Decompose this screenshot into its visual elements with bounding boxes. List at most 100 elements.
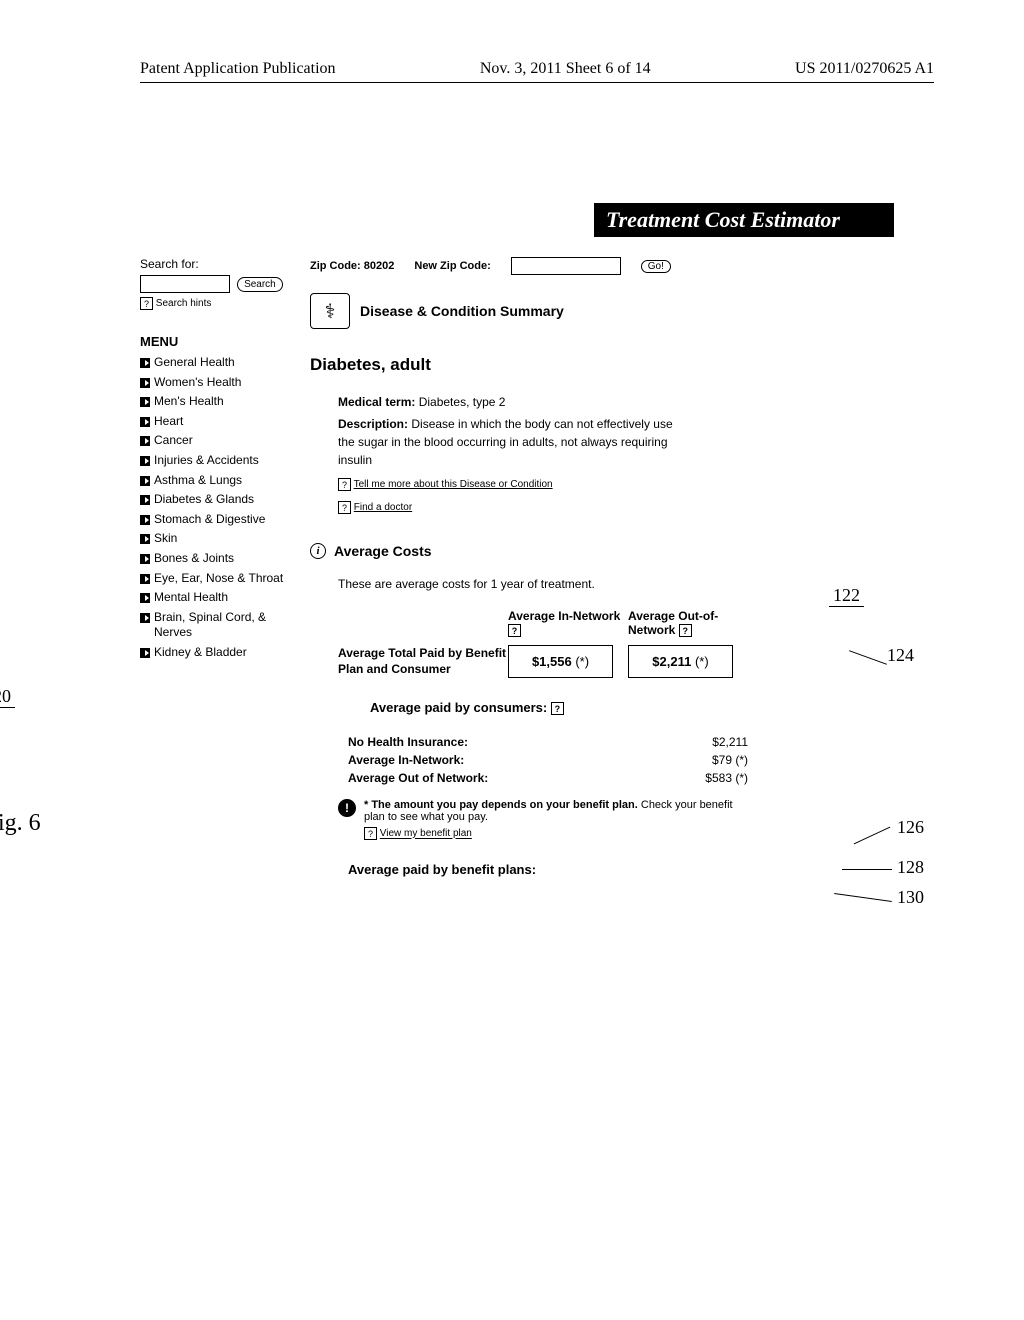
consumer-row: No Health Insurance: $2,211	[348, 735, 748, 749]
condition-title: Diabetes, adult	[310, 355, 934, 375]
expand-icon	[140, 436, 150, 446]
expand-icon	[140, 574, 150, 584]
help-icon[interactable]: ?	[140, 297, 153, 310]
note-block: ! * The amount you pay depends on your b…	[310, 799, 740, 823]
summary-row: ⚕ Disease & Condition Summary	[310, 293, 934, 329]
sidebar-item[interactable]: Stomach & Digestive	[140, 510, 290, 530]
search-for-label: Search for:	[140, 257, 290, 271]
sidebar-item[interactable]: Heart	[140, 412, 290, 432]
avg-costs-header: i Average Costs	[310, 543, 934, 559]
search-input[interactable]	[140, 275, 230, 293]
sidebar-item[interactable]: Asthma & Lungs	[140, 471, 290, 491]
consumer-row-label: Average Out of Network:	[348, 771, 488, 785]
annotation-line	[834, 893, 892, 902]
sidebar-item-label: Asthma & Lungs	[154, 473, 242, 489]
sidebar-item-label: Injuries & Accidents	[154, 453, 259, 469]
cost-row-label: Average Total Paid by Benefit Plan and C…	[338, 646, 508, 677]
go-button[interactable]: Go!	[641, 260, 671, 273]
annotation-126: 126	[897, 817, 924, 838]
sidebar-item-label: Cancer	[154, 433, 193, 449]
consumer-row: Average Out of Network: $583 (*)	[348, 771, 748, 785]
consumer-rows: No Health Insurance: $2,211 Average In-Net…	[310, 735, 934, 785]
help-icon[interactable]: ?	[551, 702, 564, 715]
expand-icon	[140, 515, 150, 525]
caduceus-icon: ⚕	[310, 293, 350, 329]
zip-label: Zip Code:	[310, 260, 361, 272]
help-icon[interactable]: ?	[508, 624, 521, 637]
cost-table: Average In-Network ? Average Out-of-Netw…	[310, 609, 934, 678]
sidebar-item-label: Diabetes & Glands	[154, 492, 254, 508]
expand-icon	[140, 378, 150, 388]
annotation-120: 120	[0, 686, 15, 708]
tell-me-more-link[interactable]: Tell me more about this Disease or Condi…	[354, 479, 553, 490]
sidebar-item[interactable]: Men's Health	[140, 392, 290, 412]
sidebar-item[interactable]: Mental Health	[140, 588, 290, 608]
summary-title: Disease & Condition Summary	[360, 303, 564, 319]
cost-in-value: $1,556	[532, 654, 572, 669]
help-icon[interactable]: ?	[338, 501, 351, 514]
sidebar-item[interactable]: Skin	[140, 529, 290, 549]
cost-out-network-cell: $2,211 (*)	[628, 645, 733, 678]
help-icon[interactable]: ?	[364, 827, 377, 840]
cost-in-network-cell: $1,556 (*)	[508, 645, 613, 678]
annotation-130: 130	[897, 887, 924, 908]
view-plan-row: ? View my benefit plan	[310, 827, 934, 840]
sidebar-item-label: Bones & Joints	[154, 551, 234, 567]
sidebar-item-label: Mental Health	[154, 590, 228, 606]
col-out-network: Average Out-of-Network	[628, 609, 718, 637]
patent-header-center: Nov. 3, 2011 Sheet 6 of 14	[480, 60, 651, 78]
consumer-row-label: No Health Insurance:	[348, 735, 468, 749]
patent-header-left: Patent Application Publication	[140, 60, 336, 78]
menu-title: MENU	[140, 334, 290, 349]
new-zip-input[interactable]	[511, 257, 621, 275]
consumer-row-value: $583 (*)	[705, 771, 748, 785]
sidebar-item[interactable]: Women's Health	[140, 373, 290, 393]
expand-icon	[140, 593, 150, 603]
search-hints-row: ? Search hints	[140, 297, 290, 310]
sidebar-item[interactable]: Brain, Spinal Cord, & Nerves	[140, 608, 290, 643]
view-benefit-plan-link[interactable]: View my benefit plan	[380, 829, 472, 840]
note-bold: * The amount you pay depends on your ben…	[364, 799, 638, 811]
detail-block: Medical term: Diabetes, type 2 Descripti…	[310, 393, 690, 515]
annotation-124: 124	[887, 645, 914, 666]
expand-icon	[140, 476, 150, 486]
main-content: Zip Code: 80202 New Zip Code: Go! ⚕ Dise…	[310, 257, 934, 877]
expand-icon	[140, 613, 150, 623]
sidebar-item-label: Women's Health	[154, 375, 241, 391]
expand-icon	[140, 534, 150, 544]
patent-header: Patent Application Publication Nov. 3, 2…	[140, 60, 934, 83]
sidebar-item[interactable]: Kidney & Bladder	[140, 643, 290, 663]
expand-icon	[140, 554, 150, 564]
avg-costs-title: Average Costs	[334, 543, 432, 559]
find-doctor-link[interactable]: Find a doctor	[354, 502, 412, 513]
help-icon[interactable]: ?	[338, 478, 351, 491]
expand-icon	[140, 417, 150, 427]
col-in-network: Average In-Network	[508, 609, 620, 623]
menu-list: General Health Women's HealthMen's Health…	[140, 353, 290, 663]
expand-icon	[140, 456, 150, 466]
sidebar-item-label: Skin	[154, 531, 177, 547]
sidebar-item[interactable]: Diabetes & Glands	[140, 490, 290, 510]
sidebar-item-label: General Health	[154, 355, 235, 371]
figure-label: fig. 6	[0, 810, 41, 837]
sidebar-item[interactable]: General Health	[140, 353, 290, 373]
new-zip-label: New Zip Code:	[414, 260, 490, 272]
sidebar-item[interactable]: Cancer	[140, 431, 290, 451]
search-button[interactable]: Search	[237, 277, 283, 292]
help-icon[interactable]: ?	[679, 624, 692, 637]
zip-row: Zip Code: 80202 New Zip Code: Go!	[310, 257, 934, 275]
medical-term-value: Diabetes, type 2	[419, 395, 506, 409]
annotation-128: 128	[897, 857, 924, 878]
sidebar-item[interactable]: Eye, Ear, Nose & Throat	[140, 569, 290, 589]
expand-icon	[140, 397, 150, 407]
info-icon: i	[310, 543, 326, 559]
search-hints-label[interactable]: Search hints	[156, 298, 212, 309]
consumer-row-value: $2,211	[712, 735, 748, 749]
zip-value: 80202	[364, 260, 395, 272]
expand-icon	[140, 648, 150, 658]
patent-header-right: US 2011/0270625 A1	[795, 60, 934, 78]
sidebar-item[interactable]: Bones & Joints	[140, 549, 290, 569]
consumer-row: Average In-Network:$79 (*)	[348, 753, 748, 767]
description-label: Description:	[338, 417, 408, 431]
sidebar-item[interactable]: Injuries & Accidents	[140, 451, 290, 471]
